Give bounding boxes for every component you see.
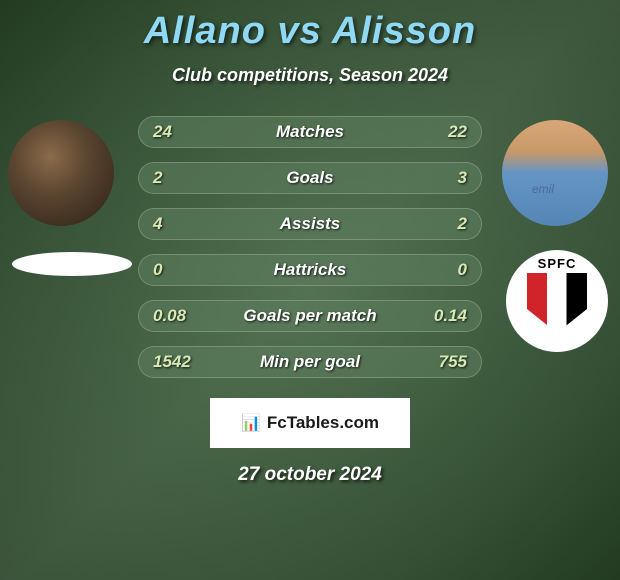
stats-list: 24 Matches 22 2 Goals 3 4 Assists 2 0 Ha… bbox=[138, 116, 482, 378]
chart-icon: 📊 bbox=[241, 413, 261, 433]
stat-label: Goals per match bbox=[243, 306, 376, 326]
stat-left-value: 1542 bbox=[153, 352, 191, 372]
stat-label: Assists bbox=[280, 214, 340, 234]
stat-label: Min per goal bbox=[260, 352, 360, 372]
stat-row: 4 Assists 2 bbox=[138, 208, 482, 240]
stat-right-value: 3 bbox=[458, 168, 467, 188]
stat-right-value: 0 bbox=[458, 260, 467, 280]
watermark: 📊 FcTables.com bbox=[210, 398, 410, 448]
content-area: 24 Matches 22 2 Goals 3 4 Assists 2 0 Ha… bbox=[0, 116, 620, 486]
stat-row: 2 Goals 3 bbox=[138, 162, 482, 194]
stat-right-value: 755 bbox=[439, 352, 467, 372]
subtitle: Club competitions, Season 2024 bbox=[0, 65, 620, 86]
stat-right-value: 22 bbox=[448, 122, 467, 142]
stat-row: 24 Matches 22 bbox=[138, 116, 482, 148]
date-label: 27 october 2024 bbox=[8, 464, 612, 486]
stat-row: 0.08 Goals per match 0.14 bbox=[138, 300, 482, 332]
club-badge-right bbox=[506, 250, 608, 352]
stat-left-value: 2 bbox=[153, 168, 162, 188]
shield-icon bbox=[527, 273, 587, 333]
stat-left-value: 0.08 bbox=[153, 306, 186, 326]
player-avatar-right bbox=[502, 120, 608, 226]
infographic-container: Allano vs Alisson Club competitions, Sea… bbox=[0, 0, 620, 580]
stat-row: 1542 Min per goal 755 bbox=[138, 346, 482, 378]
club-badge-left bbox=[12, 252, 132, 276]
player-avatar-left bbox=[8, 120, 114, 226]
stat-left-value: 24 bbox=[153, 122, 172, 142]
stat-right-value: 0.14 bbox=[434, 306, 467, 326]
stat-right-value: 2 bbox=[458, 214, 467, 234]
page-title: Allano vs Alisson bbox=[0, 10, 620, 53]
stat-label: Goals bbox=[286, 168, 333, 188]
stat-left-value: 4 bbox=[153, 214, 162, 234]
watermark-text: FcTables.com bbox=[267, 413, 379, 433]
stat-label: Matches bbox=[276, 122, 344, 142]
stat-label: Hattricks bbox=[274, 260, 347, 280]
stat-row: 0 Hattricks 0 bbox=[138, 254, 482, 286]
stat-left-value: 0 bbox=[153, 260, 162, 280]
